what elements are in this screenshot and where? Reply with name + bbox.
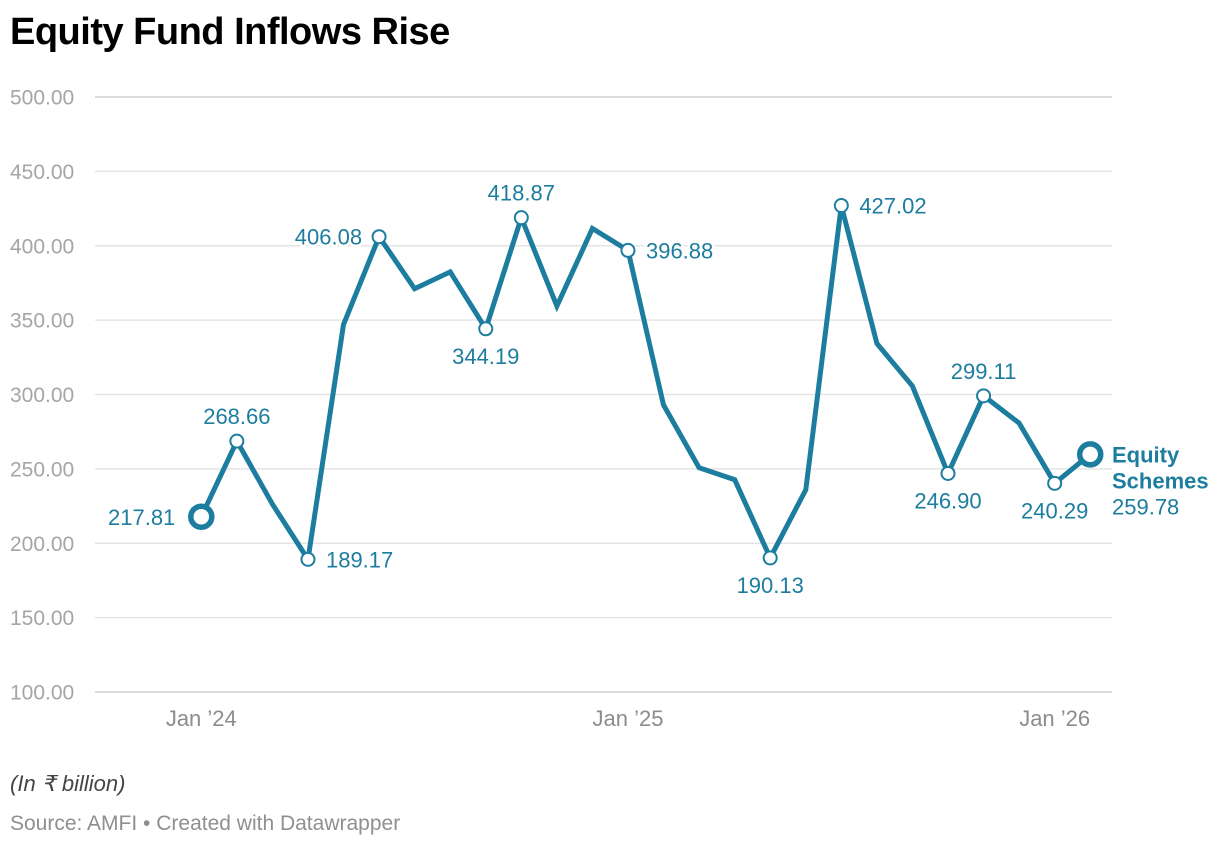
y-axis-label: 400.00 [10,235,74,258]
value-label: 418.87 [488,181,555,206]
value-label: 396.88 [646,238,713,263]
value-label: 189.17 [326,547,393,572]
unit-note: (In ₹ billion) [10,771,126,796]
series-line-equity-schemes [198,204,1093,567]
data-point-marker [229,433,245,449]
series-end-value: 259.78 [1112,494,1179,519]
data-point-marker [478,321,494,337]
y-axis-label: 450.00 [10,161,74,184]
y-axis-label: 200.00 [10,533,74,556]
value-label: 427.02 [859,194,926,219]
value-label: 190.13 [737,573,804,598]
x-axis-label: Jan ’24 [166,706,237,731]
data-point-marker [1047,475,1063,491]
emphasized-point-marker [188,503,215,531]
data-point-marker [833,198,849,214]
y-axis-label: 500.00 [10,87,74,110]
series-end-label-line1: Equity [1112,442,1180,467]
series-end-label-line2: Schemes [1112,468,1209,493]
data-point-marker [940,465,956,481]
value-label: 217.81 [108,505,175,530]
y-axis-label: 150.00 [10,607,74,630]
y-axis-label: 100.00 [10,682,74,705]
data-point-marker [513,210,529,226]
data-point-marker [300,551,316,567]
value-label: 240.29 [1021,498,1088,523]
y-axis-label: 350.00 [10,310,74,333]
data-point-marker [976,388,992,404]
value-label: 344.19 [452,344,519,369]
value-label: 406.08 [295,225,362,250]
x-axis-label: Jan ’25 [593,706,664,731]
chart-title: Equity Fund Inflows Rise [10,11,450,53]
data-point-marker [620,242,636,258]
value-label: 299.11 [951,359,1017,384]
value-label: 268.66 [203,404,270,429]
source-attribution: Source: AMFI • Created with Datawrapper [10,812,401,835]
y-axis-label: 300.00 [10,384,74,407]
emphasized-point-marker [1076,441,1104,468]
data-point-marker [371,229,387,245]
x-axis-label: Jan ’26 [1019,706,1090,731]
y-axis-label: 250.00 [10,458,74,481]
data-point-marker [762,550,778,566]
value-label: 246.90 [914,488,981,513]
